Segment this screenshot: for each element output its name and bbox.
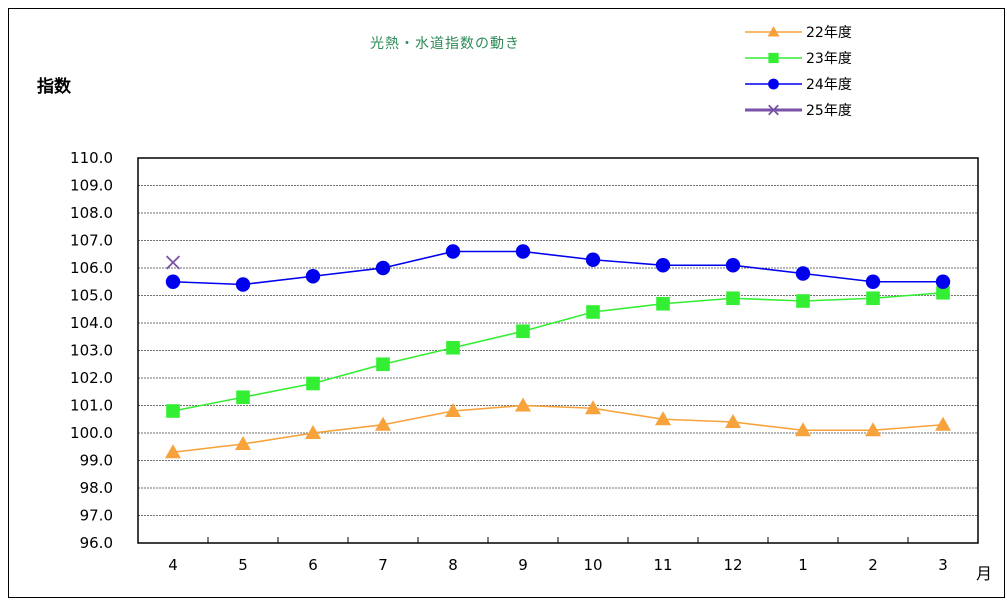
y-tick-label: 99.0 xyxy=(80,452,113,470)
triangle-marker xyxy=(445,403,461,417)
circle-marker xyxy=(768,78,779,90)
chart-title: 光熱・水道指数の動き xyxy=(370,36,520,52)
chart-frame xyxy=(8,8,1005,598)
circle-marker xyxy=(445,244,461,259)
y-tick-label: 106.0 xyxy=(70,259,113,277)
grid-lines xyxy=(138,185,978,516)
y-tick-label: 96.0 xyxy=(80,534,113,552)
y-tick-label: 105.0 xyxy=(70,287,113,305)
square-marker xyxy=(866,291,880,306)
x-tick-label: 9 xyxy=(518,556,528,574)
circle-marker xyxy=(795,266,811,281)
circle-marker xyxy=(935,274,951,289)
series-layer xyxy=(165,244,951,459)
y-tick-label: 100.0 xyxy=(70,424,113,442)
y-tick-label: 108.0 xyxy=(70,204,113,222)
circle-marker xyxy=(585,252,601,267)
y-tick-label: 104.0 xyxy=(70,314,113,332)
legend-label: 23年度 xyxy=(806,51,852,67)
x-tick-label: 11 xyxy=(653,556,672,574)
series-circle xyxy=(165,244,951,292)
square-marker xyxy=(166,404,180,418)
y-tick-label: 98.0 xyxy=(80,479,113,497)
square-marker xyxy=(586,305,600,319)
series-x xyxy=(165,255,181,270)
square-marker xyxy=(726,291,740,306)
square-marker xyxy=(306,376,320,391)
y-tick-labels: 110.0 109.0 108.0 107.0 106.0 105.0 104.0 103.0… xyxy=(70,149,113,552)
legend-label: 24年度 xyxy=(806,77,852,93)
legend-item: 22年度 xyxy=(745,25,852,41)
y-tick-label: 103.0 xyxy=(70,342,113,360)
x-marker xyxy=(165,255,181,270)
triangle-marker xyxy=(767,26,780,37)
square-marker xyxy=(656,296,670,311)
triangle-marker xyxy=(585,400,601,415)
legend: 22年度 23年度 24年度 25年度 xyxy=(745,25,852,119)
x-marker-stroke xyxy=(768,104,779,116)
y-tick-label: 97.0 xyxy=(80,507,113,525)
x-tick-label: 5 xyxy=(238,556,248,574)
circle-marker xyxy=(865,274,881,289)
y-tick-label: 101.0 xyxy=(70,397,113,415)
series-triangle xyxy=(165,397,951,459)
square-marker xyxy=(446,340,460,355)
triangle-marker xyxy=(725,414,741,428)
x-marker xyxy=(768,104,779,116)
circle-marker xyxy=(515,244,531,259)
series-line xyxy=(172,250,943,286)
x-tick-label: 8 xyxy=(448,556,458,574)
x-tick-label: 1 xyxy=(798,556,808,574)
square-marker xyxy=(796,294,810,308)
triangle-marker xyxy=(935,416,951,431)
x-tick-label: 6 xyxy=(308,556,318,574)
plot-area-border xyxy=(137,157,979,544)
circle-marker xyxy=(655,258,671,273)
x-marker-stroke xyxy=(165,255,181,270)
legend-label: 22年度 xyxy=(806,25,852,41)
y-tick-label: 110.0 xyxy=(70,149,113,167)
series-line xyxy=(172,404,944,454)
y-axis-label: 指数 xyxy=(37,77,71,97)
square-marker xyxy=(236,390,250,405)
legend-label: 25年度 xyxy=(806,103,852,119)
y-tick-label: 102.0 xyxy=(70,369,113,387)
circle-marker xyxy=(235,277,251,292)
x-axis-unit: 月 xyxy=(976,564,993,583)
x-tick-label: 12 xyxy=(723,556,742,574)
circle-marker xyxy=(305,269,321,284)
x-tick-label: 2 xyxy=(868,556,878,574)
triangle-marker xyxy=(655,411,671,426)
circle-marker xyxy=(375,260,391,276)
circle-marker xyxy=(165,274,181,289)
circle-marker xyxy=(725,258,741,273)
square-marker xyxy=(516,324,530,339)
legend-item: 25年度 xyxy=(745,103,852,119)
series-square xyxy=(166,285,950,418)
y-tick-label: 107.0 xyxy=(70,232,113,250)
x-tick-label: 4 xyxy=(168,556,178,574)
x-tick-label: 3 xyxy=(938,556,948,574)
square-marker xyxy=(768,52,779,64)
triangle-marker xyxy=(515,397,531,412)
square-marker xyxy=(376,357,390,372)
x-tick-labels: 4 5 6 7 8 9 10 11 12 1 2 3 xyxy=(168,537,948,574)
triangle-marker xyxy=(165,444,181,459)
series-line xyxy=(172,291,944,412)
x-tick-label: 7 xyxy=(378,556,388,574)
triangle-marker xyxy=(305,425,321,439)
triangle-marker xyxy=(235,436,251,450)
legend-item: 24年度 xyxy=(745,77,852,93)
triangle-marker xyxy=(375,416,391,431)
triangle-marker xyxy=(795,422,811,437)
square-marker xyxy=(936,285,950,300)
triangle-marker xyxy=(865,422,881,437)
y-tick-label: 109.0 xyxy=(70,177,113,195)
x-tick-label: 10 xyxy=(583,556,602,574)
legend-item: 23年度 xyxy=(745,51,852,67)
